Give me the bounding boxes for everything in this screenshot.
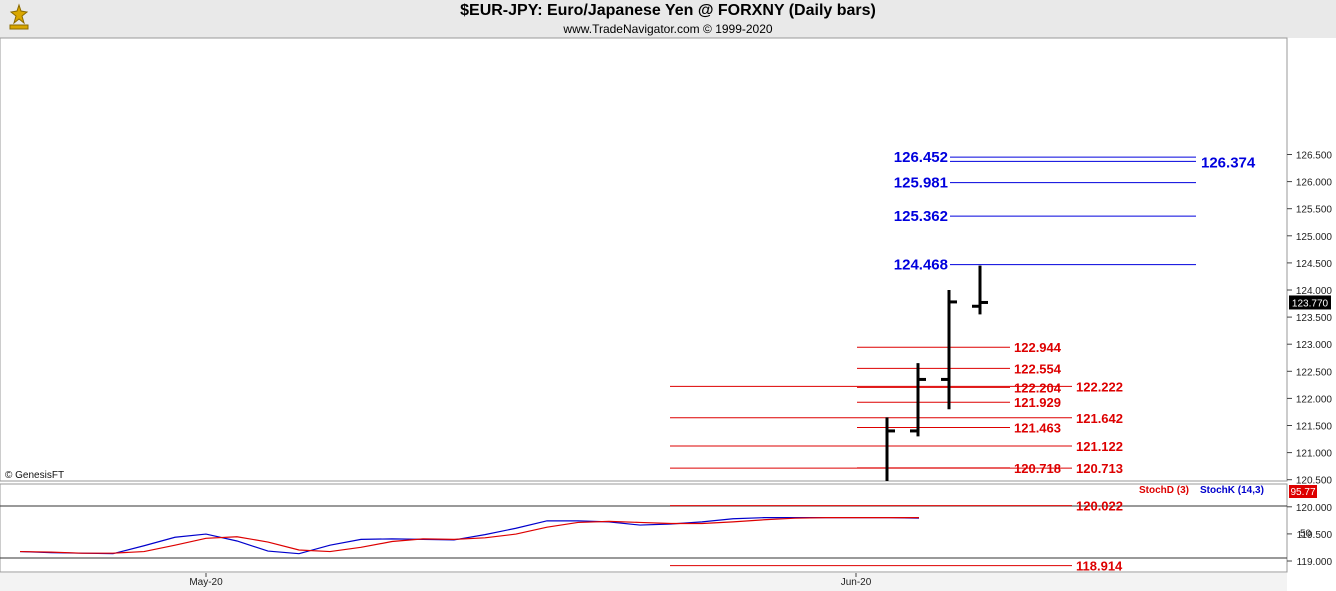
last-price-value: 123.770 <box>1292 298 1329 309</box>
price-axis-tick-label: 120.000 <box>1296 503 1333 514</box>
chart-title: $EUR-JPY: Euro/Japanese Yen @ FORXNY (Da… <box>460 2 876 19</box>
ohlc-bar-5 <box>885 417 895 481</box>
trade-navigator-logo-icon <box>4 3 34 38</box>
blue-level-126-452-label: 126.452 <box>894 149 948 166</box>
price-panel <box>0 37 1288 482</box>
red-level-121-929-label: 121.929 <box>1014 395 1061 410</box>
chart-header: $EUR-JPY: Euro/Japanese Yen @ FORXNY (Da… <box>0 0 1336 38</box>
ohlc-bar-7 <box>941 290 957 410</box>
price-axis-tick-label: 121.500 <box>1296 422 1333 433</box>
blue-level-125-362-label: 125.362 <box>894 208 948 225</box>
ohlc-bar-8 <box>972 265 988 315</box>
stoch-last-value: 95.77 <box>1290 487 1315 498</box>
red-level-121-642-label: 121.642 <box>1076 411 1123 426</box>
price-axis-tick-label: 125.000 <box>1296 232 1333 243</box>
price-axis-tick-label: 120.500 <box>1296 476 1333 487</box>
price-axis-tick-label: 122.500 <box>1296 367 1333 378</box>
ohlc-bar-6 <box>910 363 926 437</box>
price-axis-tick-label: 124.000 <box>1296 286 1333 297</box>
blue-level-126-374-label: 126.374 <box>1201 154 1256 171</box>
blue-level-124-468-label: 124.468 <box>894 257 948 274</box>
stochk-series-line <box>19 517 920 555</box>
stoch-axis-tick-label: 50 <box>1300 529 1312 540</box>
red-level-121-122-label: 121.122 <box>1076 439 1123 454</box>
price-axis-tick-label: 126.000 <box>1296 178 1333 189</box>
stochd-legend: StochD (3) <box>1139 485 1189 496</box>
blue-level-125-981-label: 125.981 <box>894 175 948 192</box>
price-axis-tick-label: 122.000 <box>1296 394 1333 405</box>
red-level-121-463-label: 121.463 <box>1014 421 1061 436</box>
price-axis-tick-label: 123.500 <box>1296 313 1333 324</box>
price-axis-tick-label: 125.500 <box>1296 205 1333 216</box>
x-axis-tick-label: Jun-20 <box>841 577 872 588</box>
price-axis-tick-label: 119.000 <box>1297 557 1333 568</box>
red-level-122-944-label: 122.944 <box>1014 340 1062 355</box>
x-axis-strip <box>0 573 1287 591</box>
red-level-120-022-label: 120.022 <box>1076 499 1123 514</box>
stochd-series-line <box>19 517 919 554</box>
stochastic-panel <box>0 483 1288 573</box>
genesis-watermark: © GenesisFT <box>5 470 64 481</box>
chart-subtitle: www.TradeNavigator.com © 1999-2020 <box>563 22 773 36</box>
price-axis-tick-label: 124.500 <box>1296 259 1333 270</box>
x-axis-tick-label: May-20 <box>189 577 223 588</box>
price-axis-tick-label: 126.500 <box>1296 151 1333 162</box>
red-level-122-554-label: 122.554 <box>1014 361 1062 376</box>
red-level-122-204-label: 122.204 <box>1014 380 1062 395</box>
price-axis-tick-label: 119.500 <box>1297 530 1333 541</box>
red-level-122-222-label: 122.222 <box>1076 379 1123 394</box>
stochk-legend: StochK (14,3) <box>1200 485 1264 496</box>
stoch-last-badge <box>1289 485 1317 498</box>
red-level-120-713-label: 120.713 <box>1076 461 1123 476</box>
last-price-badge <box>1289 295 1331 310</box>
price-axis-tick-label: 121.000 <box>1296 449 1333 460</box>
price-axis-tick-label: 123.000 <box>1296 340 1333 351</box>
red-level-118-914-label: 118.914 <box>1076 559 1123 574</box>
